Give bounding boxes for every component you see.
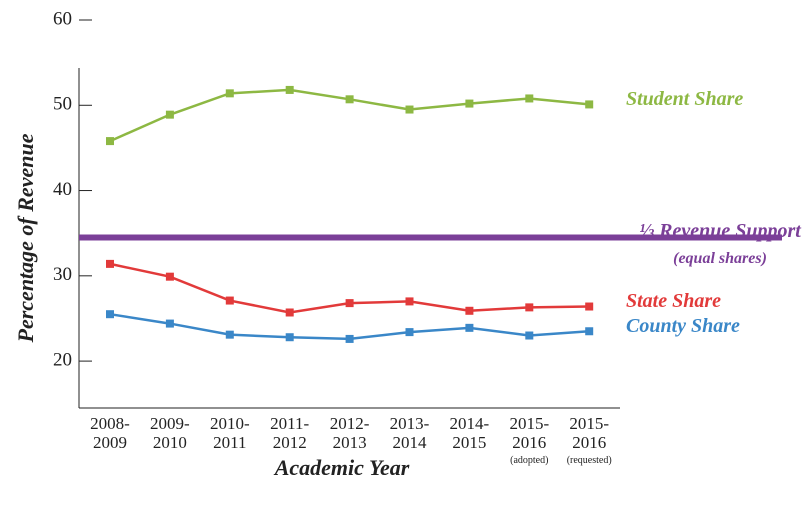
point — [525, 331, 534, 340]
y-tick-label: 50 — [53, 94, 72, 115]
series-label: State Share — [626, 290, 721, 312]
point — [465, 323, 474, 332]
series-label: County Share — [626, 315, 740, 337]
point — [585, 302, 594, 311]
reference-sublabel: (equal shares) — [673, 250, 767, 267]
point — [285, 308, 294, 317]
x-tick-label: 2014- 2015 — [449, 414, 490, 452]
x-tick-note: (adopted) — [510, 455, 549, 466]
reference-label: ⅓ Revenue Support — [639, 220, 802, 242]
point — [165, 272, 174, 281]
x-tick-label: 2012- 2013 — [329, 414, 370, 452]
y-axis-label: Percentage of Revenue — [13, 133, 38, 343]
point — [106, 137, 114, 146]
point — [345, 95, 354, 104]
x-tick-label: 2010- 2011 — [209, 414, 250, 452]
x-tick-label: 2015- 2016 — [509, 414, 550, 452]
point — [345, 299, 354, 308]
point — [106, 259, 114, 268]
y-tick-label: 40 — [53, 179, 72, 200]
x-tick-label: 2011- 2012 — [270, 414, 310, 452]
point — [465, 99, 474, 108]
point — [225, 330, 234, 339]
point — [405, 328, 414, 337]
point — [525, 94, 534, 103]
point — [165, 319, 174, 328]
point — [165, 110, 174, 119]
point — [345, 334, 354, 343]
y-tick-label: 60 — [53, 8, 72, 29]
series-label: Student Share — [626, 88, 743, 110]
x-tick-label: 2008- 2009 — [90, 414, 130, 452]
point — [285, 85, 294, 94]
point — [285, 333, 294, 342]
point — [225, 89, 234, 98]
point — [585, 100, 594, 109]
point — [106, 310, 114, 319]
point — [525, 303, 534, 312]
x-tick-label: 2009- 2010 — [150, 414, 190, 452]
point — [405, 297, 414, 306]
x-tick-label: 2013- 2014 — [389, 414, 430, 452]
x-tick-label: 2015- 2016 — [569, 414, 610, 452]
point — [465, 306, 474, 315]
point — [585, 327, 594, 336]
point — [225, 296, 234, 305]
x-axis-label: Academic Year — [273, 455, 410, 480]
y-tick-label: 20 — [53, 349, 72, 370]
point — [405, 105, 414, 114]
x-tick-note: (requested) — [566, 455, 612, 466]
y-tick-label: 30 — [53, 264, 72, 285]
